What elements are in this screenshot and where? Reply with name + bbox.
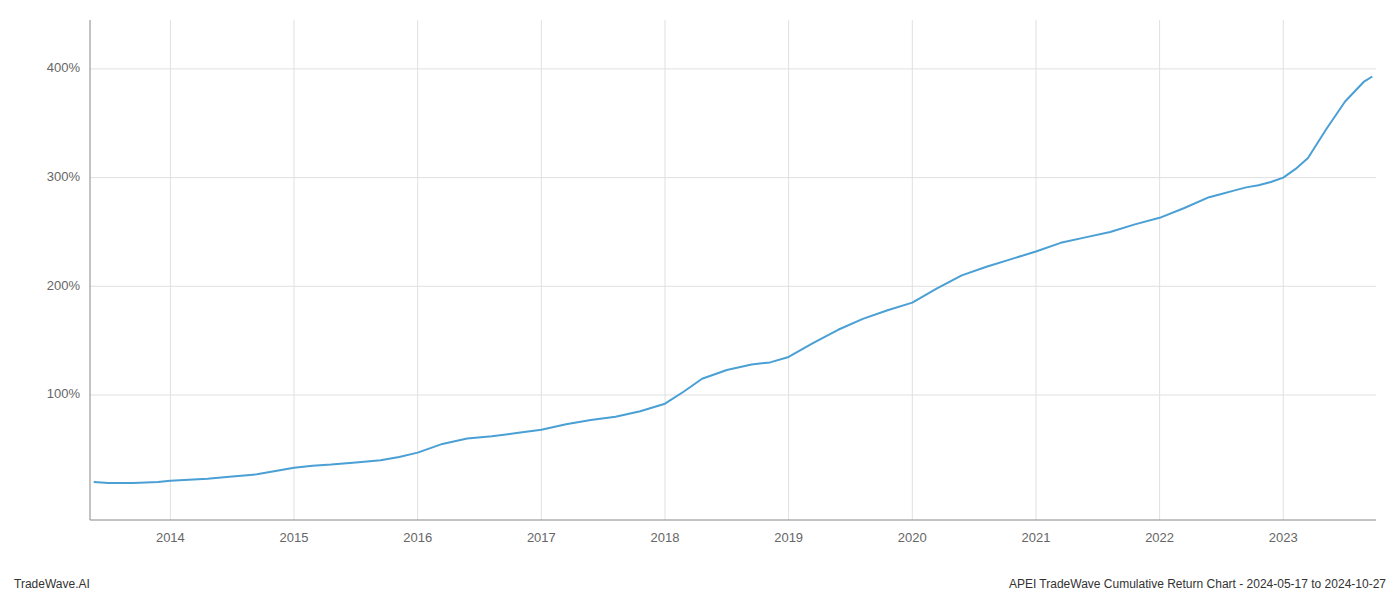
y-tick-label: 200%	[47, 278, 81, 293]
x-tick-label: 2016	[403, 530, 432, 545]
background	[0, 0, 1400, 600]
y-tick-label: 400%	[47, 60, 81, 75]
x-tick-label: 2021	[1021, 530, 1050, 545]
x-grid-line	[664, 20, 665, 520]
x-grid-line	[1283, 20, 1284, 520]
x-tick-label: 2014	[156, 530, 185, 545]
x-tick-label: 2019	[774, 530, 803, 545]
x-tick-label: 2015	[280, 530, 309, 545]
annotation: TradeWave.AI	[14, 577, 90, 591]
y-grid-line	[90, 68, 1376, 69]
y-tick-label: 300%	[47, 169, 81, 184]
title: APEI TradeWave Cumulative Return Chart -…	[1009, 577, 1386, 591]
x-grid-line	[417, 20, 418, 520]
grid	[90, 20, 1376, 520]
x-grid-line	[541, 20, 542, 520]
x-tick-label: 2020	[898, 530, 927, 545]
y-grid-line	[90, 395, 1376, 396]
x-tick-label: 2022	[1145, 530, 1174, 545]
x-grid-line	[912, 20, 913, 520]
plot-area	[94, 77, 1373, 484]
y-grid-line	[90, 177, 1376, 178]
y-tick-label: 100%	[47, 386, 81, 401]
x-tick-label: 2018	[651, 530, 680, 545]
x-axis-line	[90, 520, 1376, 521]
x-tick-label: 2023	[1269, 530, 1298, 545]
x-tick-label: 2017	[527, 530, 556, 545]
x-grid-line	[1159, 20, 1160, 520]
x-grid-line	[1035, 20, 1036, 520]
y-axis-line	[90, 20, 91, 520]
x-grid-line	[788, 20, 789, 520]
axes: 100% 200% 300% 400% 2014 2015 2016 2017 2018 2019…	[47, 20, 1376, 545]
y-grid-line	[90, 286, 1376, 287]
line	[94, 77, 1373, 484]
x-grid-line	[294, 20, 295, 520]
x-grid-line	[170, 20, 171, 520]
chart: 100% 200% 300% 400% 2014 2015 2016 2017 2018 2019…	[0, 0, 1400, 600]
